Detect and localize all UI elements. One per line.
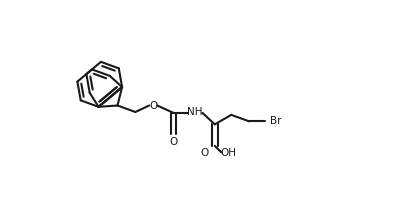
Text: NH: NH (187, 107, 203, 117)
Text: OH: OH (220, 148, 236, 158)
Text: Br: Br (270, 116, 282, 126)
Text: O: O (169, 137, 177, 147)
Text: O: O (201, 148, 209, 158)
Text: O: O (149, 100, 157, 110)
